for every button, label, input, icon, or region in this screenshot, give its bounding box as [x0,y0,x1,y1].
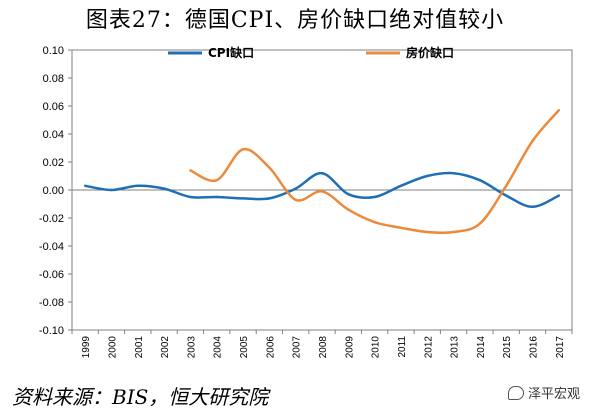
y-tick-label: 0.08 [43,73,64,85]
data-point [426,230,429,234]
data-point [136,184,139,187]
x-tick-label: 2011 [397,336,408,358]
data-point [241,197,245,200]
data-point [268,166,271,169]
data-point [452,172,455,175]
y-tick-label: -0.04 [39,241,64,253]
legend-label: CPI缺口 [208,45,254,60]
y-tick-label: 0.00 [43,185,64,197]
legend-label: 房价缺口 [406,45,454,60]
x-tick-label: 2007 [292,336,303,359]
data-point [478,179,482,182]
data-point [347,208,350,211]
x-tick-label: 2005 [239,336,250,359]
data-point [557,194,561,197]
y-tick-label: -0.10 [39,325,64,337]
chart-svg: 0.10 0.08 0.06 0.04 0.02 0.00 -0.02 -0.04 -0.06 -… [39,45,573,359]
data-point [399,184,403,187]
data-point [320,190,324,193]
data-point [373,221,376,224]
y-tick-label: 0.04 [43,129,64,141]
x-tick-label: 2002 [160,336,171,359]
data-point [452,230,455,234]
x-tick-label: 1999 [81,336,92,359]
data-point [294,198,297,201]
data-point [215,195,218,199]
data-point [505,184,508,187]
data-point [373,195,376,199]
data-point [189,169,192,172]
line-chart: 0.10 0.08 0.06 0.04 0.02 0.00 -0.02 -0.04 -0.06 -… [0,38,590,373]
data-point [478,222,482,225]
data-point [347,193,350,196]
source-note: 资料来源：BIS，恒大研究院 [12,385,269,409]
data-point [189,195,192,199]
data-point [268,197,271,200]
x-tick-label: 2014 [476,336,487,359]
x-tick-label: 2017 [555,336,566,359]
wechat-icon [507,385,524,400]
x-tick-label: 2016 [529,336,540,359]
x-tick-label: 2008 [318,336,329,359]
x-tick-label: 2001 [134,336,145,359]
series-line-house [189,109,560,235]
chart-title: 图表27：德国CPI、房价缺口绝对值较小 [85,8,505,33]
watermark: 泽平宏观 [507,383,580,402]
data-point [531,139,534,143]
x-tick-label: 2000 [107,336,118,359]
data-point [399,226,403,229]
data-point [557,109,561,112]
y-tick-label: 0.10 [43,45,64,57]
data-point [162,187,166,190]
data-point [426,174,429,178]
x-tick-label: 2013 [450,336,461,359]
x-tick-label: 2006 [265,336,276,359]
data-point [320,172,324,175]
x-tick-label: 2015 [502,336,513,359]
data-point [110,188,113,192]
x-tick-label: 2010 [371,336,382,359]
data-point [505,194,508,197]
x-tick-label: 2009 [344,336,355,359]
x-tick-label: 2012 [423,336,434,359]
data-point [215,179,218,182]
data-point [531,205,534,208]
y-tick-label: -0.02 [39,213,64,225]
y-tick-label: 0.02 [43,157,64,169]
y-tick-label: 0.06 [43,101,64,113]
data-point [294,187,297,190]
data-point [241,148,245,151]
x-tick-label: 2004 [213,336,224,359]
x-tick-label: 2003 [186,336,197,359]
y-tick-label: -0.06 [39,269,64,281]
data-point [83,184,87,187]
watermark-text: 泽平宏观 [527,387,580,402]
y-tick-label: -0.08 [39,297,64,309]
